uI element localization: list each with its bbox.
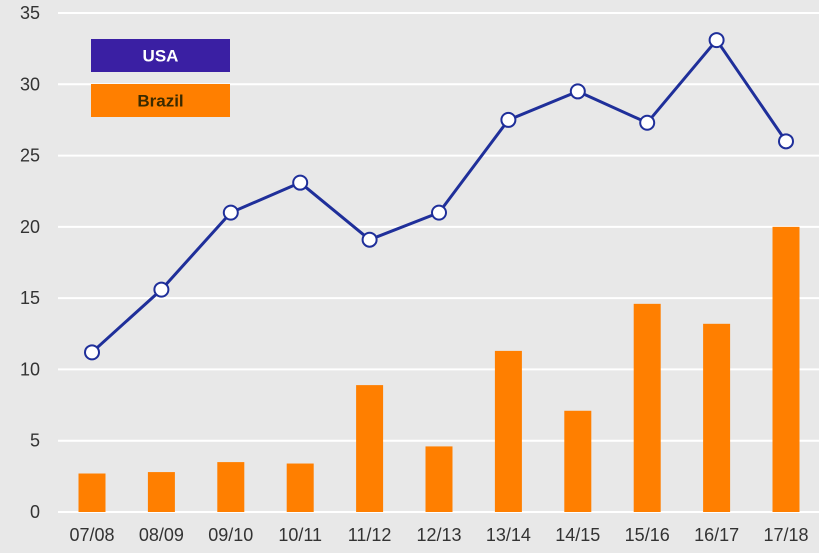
- bar-brazil: [494, 350, 522, 512]
- bar-brazil: [772, 226, 800, 512]
- legend-swatch-usa: [91, 39, 230, 72]
- x-tick-label: 16/17: [694, 525, 739, 545]
- point-usa: [222, 204, 239, 221]
- x-tick-label: 09/10: [208, 525, 253, 545]
- x-tick-label: 10/11: [278, 525, 322, 545]
- point-usa: [153, 281, 170, 298]
- y-tick-label: 30: [20, 74, 40, 94]
- legend-label-usa: USA: [143, 47, 179, 66]
- usa-line-series: [84, 32, 794, 361]
- y-tick-label: 5: [30, 431, 40, 451]
- bar-brazil: [286, 463, 314, 512]
- bar-brazil: [703, 323, 731, 512]
- point-usa: [569, 83, 586, 100]
- y-axis: 0 5 10 15 20 25 30 35: [20, 3, 40, 522]
- legend-swatch-brazil: [91, 84, 230, 117]
- brazil-bars: [78, 226, 800, 512]
- x-tick-label: 13/14: [486, 525, 531, 545]
- point-usa: [708, 32, 725, 49]
- x-tick-label: 12/13: [416, 525, 461, 545]
- y-tick-label: 25: [20, 146, 40, 166]
- point-usa: [778, 133, 794, 150]
- x-axis: 07/08 08/09 09/10 10/11 11/12 12/13 13/14 14/15…: [69, 525, 808, 545]
- x-tick-label: 17/18: [763, 525, 808, 545]
- bar-brazil: [78, 473, 106, 512]
- legend: USA Brazil: [91, 39, 230, 117]
- x-tick-label: 11/12: [348, 525, 392, 545]
- point-usa: [361, 231, 378, 248]
- point-usa: [639, 114, 656, 131]
- x-tick-label: 07/08: [69, 525, 114, 545]
- bar-brazil: [633, 303, 661, 512]
- point-usa: [84, 344, 100, 361]
- bar-brazil: [217, 462, 245, 512]
- x-tick-label: 14/15: [555, 525, 600, 545]
- y-tick-label: 15: [20, 288, 40, 308]
- legend-label-brazil: Brazil: [137, 92, 183, 111]
- x-tick-label: 15/16: [625, 525, 670, 545]
- point-usa: [292, 174, 309, 191]
- x-tick-label: 08/09: [139, 525, 184, 545]
- y-tick-label: 10: [20, 359, 40, 379]
- y-tick-label: 0: [30, 502, 40, 522]
- y-tick-label: 35: [20, 3, 40, 23]
- y-tick-label: 20: [20, 217, 40, 237]
- bar-brazil: [147, 472, 175, 512]
- point-usa: [431, 204, 447, 221]
- point-usa: [500, 111, 517, 128]
- bar-brazil: [425, 446, 453, 512]
- bar-brazil: [356, 385, 384, 512]
- bar-brazil: [564, 410, 592, 512]
